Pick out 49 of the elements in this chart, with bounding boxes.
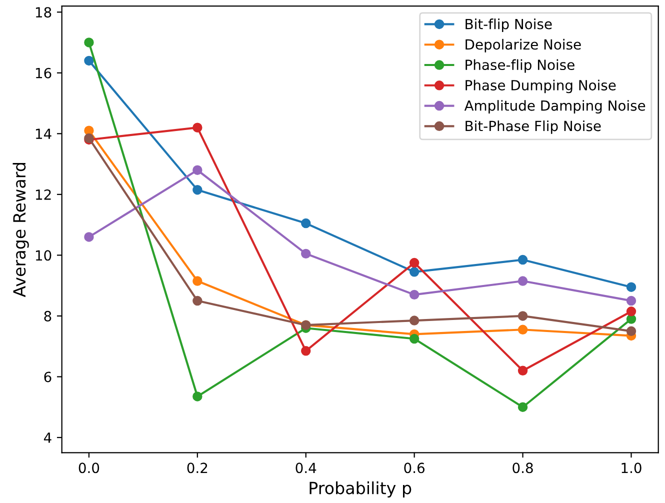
point	[84, 38, 94, 48]
point	[192, 392, 202, 402]
x-tick-label: 0.2	[187, 462, 208, 474]
point	[84, 232, 94, 242]
point	[518, 402, 528, 412]
point	[626, 326, 636, 336]
point	[409, 267, 420, 277]
y-tick-label: 16	[36, 68, 52, 78]
legend-label: Depolarize Noise	[466, 38, 581, 52]
point	[626, 306, 636, 316]
x-tick-label: 0.0	[78, 462, 100, 474]
x-tick-label: 1.0	[622, 462, 642, 474]
legend-label: Bit-flip Noise	[466, 18, 552, 32]
point	[409, 258, 420, 268]
y-tick-label: 18	[36, 7, 52, 18]
point	[518, 276, 528, 286]
point	[192, 276, 202, 286]
point	[84, 56, 94, 66]
y-axis-title: Average Reward	[12, 162, 29, 298]
point	[518, 311, 528, 321]
y-tick-label: 8	[44, 310, 52, 322]
point	[192, 296, 202, 306]
x-axis-title: Probability p	[310, 481, 412, 498]
legend-label: Phase Dumping Noise	[466, 80, 616, 94]
point	[301, 218, 311, 228]
point	[518, 366, 528, 376]
x-tick-label: 0.6	[404, 462, 424, 474]
point	[409, 316, 420, 326]
point	[626, 296, 636, 306]
point	[192, 185, 202, 195]
legend-label: Amplitude Damping Noise	[464, 100, 646, 114]
y-tick-label: 12	[36, 189, 51, 200]
y-tick-label: 10	[36, 250, 52, 261]
legend-label: Bit-Phase Flip Noise	[466, 120, 601, 134]
point	[192, 165, 202, 175]
y-tick-label: 14	[36, 128, 52, 139]
point	[518, 254, 528, 265]
x-tick-label: 0.8	[512, 462, 533, 474]
y-tick-label: 4	[44, 432, 52, 443]
point	[192, 122, 202, 132]
point	[301, 346, 311, 356]
point	[409, 290, 420, 300]
y-tick-label: 6	[44, 372, 52, 382]
point	[518, 324, 528, 334]
x-tick-label: 0.4	[296, 462, 316, 474]
point	[409, 334, 420, 344]
point	[301, 248, 311, 259]
point	[626, 282, 636, 292]
legend-label: Phase-flip Noise	[466, 59, 574, 73]
